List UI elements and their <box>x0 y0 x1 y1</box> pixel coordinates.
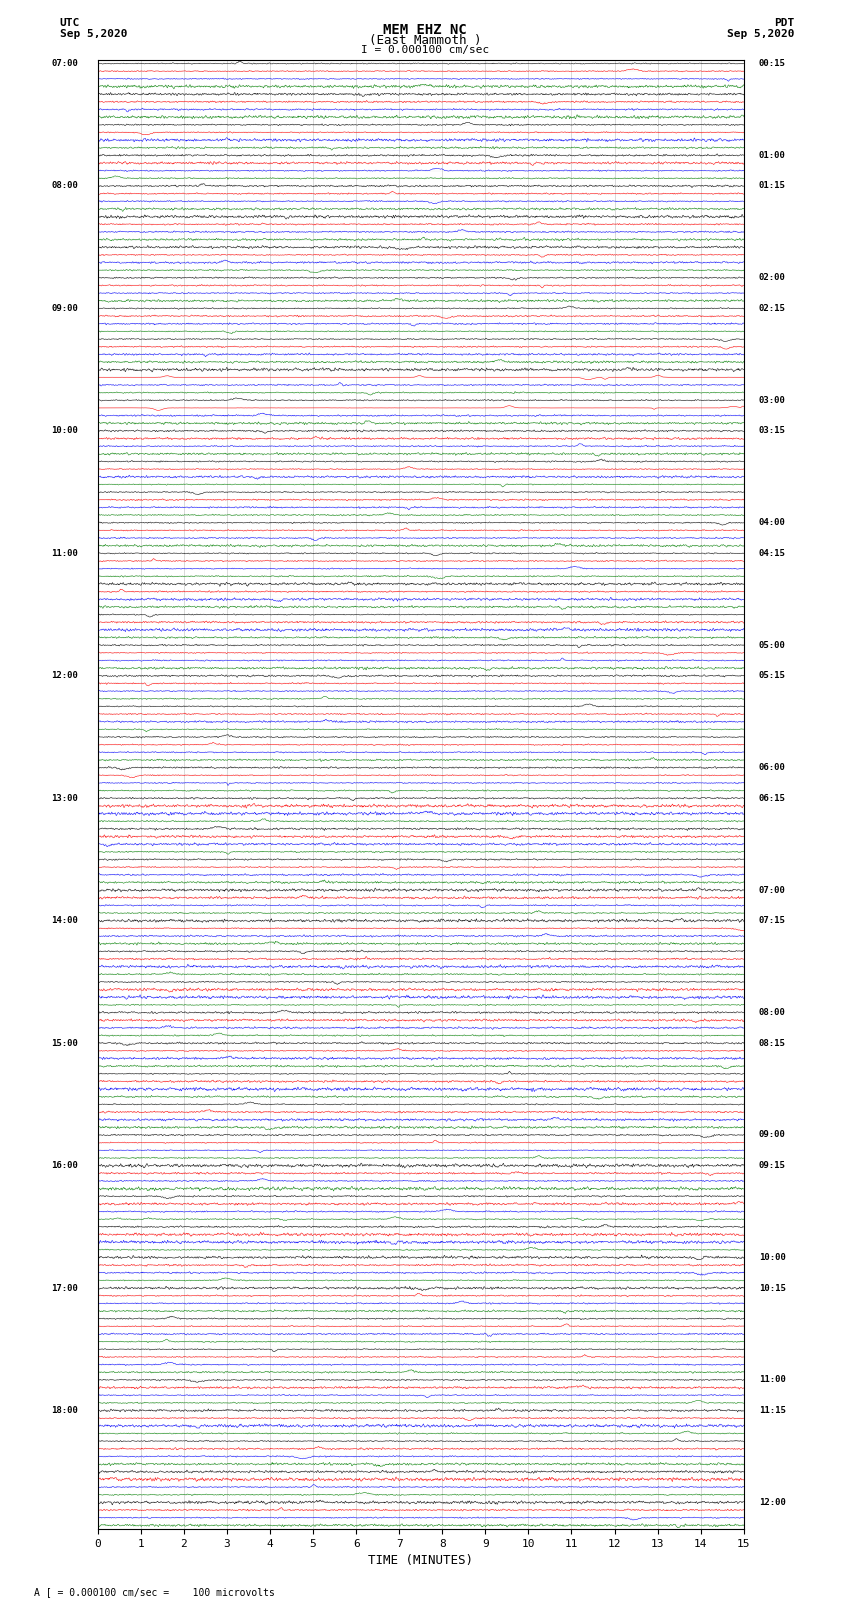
Text: 10:00: 10:00 <box>759 1253 785 1261</box>
Text: 12:00: 12:00 <box>759 1498 785 1507</box>
Text: 07:00: 07:00 <box>759 886 785 895</box>
Text: UTC: UTC <box>60 18 80 27</box>
Text: 16:00: 16:00 <box>52 1161 78 1169</box>
Text: 02:15: 02:15 <box>759 303 785 313</box>
Text: 02:00: 02:00 <box>759 273 785 282</box>
Text: 00:15: 00:15 <box>759 60 785 68</box>
Text: 03:15: 03:15 <box>759 426 785 436</box>
Text: 07:15: 07:15 <box>759 916 785 926</box>
Text: I = 0.000100 cm/sec: I = 0.000100 cm/sec <box>361 45 489 55</box>
Text: 09:15: 09:15 <box>759 1161 785 1169</box>
Text: 06:00: 06:00 <box>759 763 785 773</box>
Text: 10:15: 10:15 <box>759 1284 785 1292</box>
Text: 01:00: 01:00 <box>759 152 785 160</box>
Text: 04:15: 04:15 <box>759 548 785 558</box>
Text: 09:00: 09:00 <box>759 1131 785 1139</box>
Text: 18:00: 18:00 <box>52 1407 78 1415</box>
Text: 10:00: 10:00 <box>52 426 78 436</box>
Text: 07:00: 07:00 <box>52 60 78 68</box>
Text: 08:00: 08:00 <box>759 1008 785 1018</box>
Text: 05:15: 05:15 <box>759 671 785 681</box>
Text: 14:00: 14:00 <box>52 916 78 926</box>
Text: PDT: PDT <box>774 18 795 27</box>
Text: (East Mammoth ): (East Mammoth ) <box>369 34 481 47</box>
Text: 13:00: 13:00 <box>52 794 78 803</box>
Text: A [ = 0.000100 cm/sec =    100 microvolts: A [ = 0.000100 cm/sec = 100 microvolts <box>34 1587 275 1597</box>
Text: MEM EHZ NC: MEM EHZ NC <box>383 23 467 37</box>
X-axis label: TIME (MINUTES): TIME (MINUTES) <box>368 1555 473 1568</box>
Text: 15:00: 15:00 <box>52 1039 78 1047</box>
Text: 03:00: 03:00 <box>759 395 785 405</box>
Text: 12:00: 12:00 <box>52 671 78 681</box>
Text: 11:00: 11:00 <box>52 548 78 558</box>
Text: 11:00: 11:00 <box>759 1376 785 1384</box>
Text: 11:15: 11:15 <box>759 1407 785 1415</box>
Text: 09:00: 09:00 <box>52 303 78 313</box>
Text: Sep 5,2020: Sep 5,2020 <box>60 29 127 39</box>
Text: 17:00: 17:00 <box>52 1284 78 1292</box>
Text: 01:15: 01:15 <box>759 181 785 190</box>
Text: 08:15: 08:15 <box>759 1039 785 1047</box>
Text: 06:15: 06:15 <box>759 794 785 803</box>
Text: 05:00: 05:00 <box>759 640 785 650</box>
Text: Sep 5,2020: Sep 5,2020 <box>728 29 795 39</box>
Text: 08:00: 08:00 <box>52 181 78 190</box>
Text: 04:00: 04:00 <box>759 518 785 527</box>
